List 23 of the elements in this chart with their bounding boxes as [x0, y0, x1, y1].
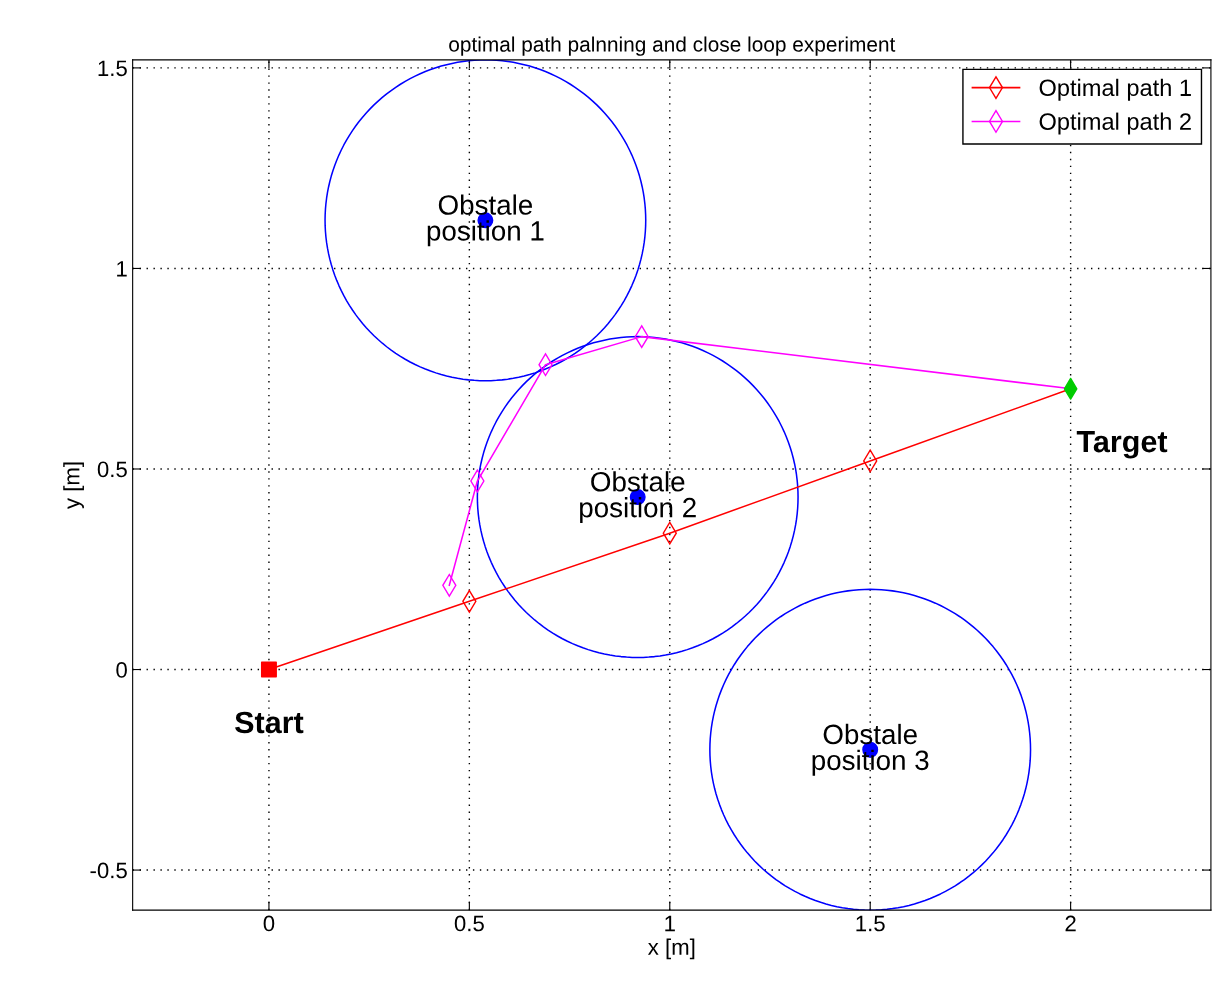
- point: [324, 59, 647, 382]
- x-tick-label: 2: [1065, 915, 1076, 932]
- x-tick-label: 1.5: [856, 915, 885, 932]
- legend-label: Optimal path 1: [1039, 78, 1191, 101]
- y-axis-title: y [m]: [63, 462, 84, 510]
- point: [709, 588, 1032, 911]
- x-tick-label: 1: [665, 915, 675, 932]
- annotation: Obstale position 1: [427, 194, 544, 247]
- annotation: Target: [1076, 431, 1168, 459]
- x-axis-title: x [m]: [647, 938, 695, 960]
- x-tick-label: 0: [263, 915, 275, 932]
- annotation: Obstale position 3: [812, 723, 929, 776]
- annotation: Start: [235, 711, 304, 734]
- legend-label: Optimal path 2: [1039, 112, 1191, 135]
- y-tick-label: 0.5: [97, 461, 127, 478]
- y-tick-label: -0.5: [90, 862, 127, 879]
- y-tick-label: 1: [117, 261, 127, 277]
- x-tick-label: 0.5: [454, 915, 484, 932]
- point: [260, 661, 277, 678]
- y-tick-label: 0: [116, 662, 127, 678]
- annotation: Obstale position 2: [580, 471, 696, 523]
- chart-title: optimal path palnning and close loop experiment: [449, 36, 896, 56]
- y-tick-label: 1.5: [98, 60, 127, 77]
